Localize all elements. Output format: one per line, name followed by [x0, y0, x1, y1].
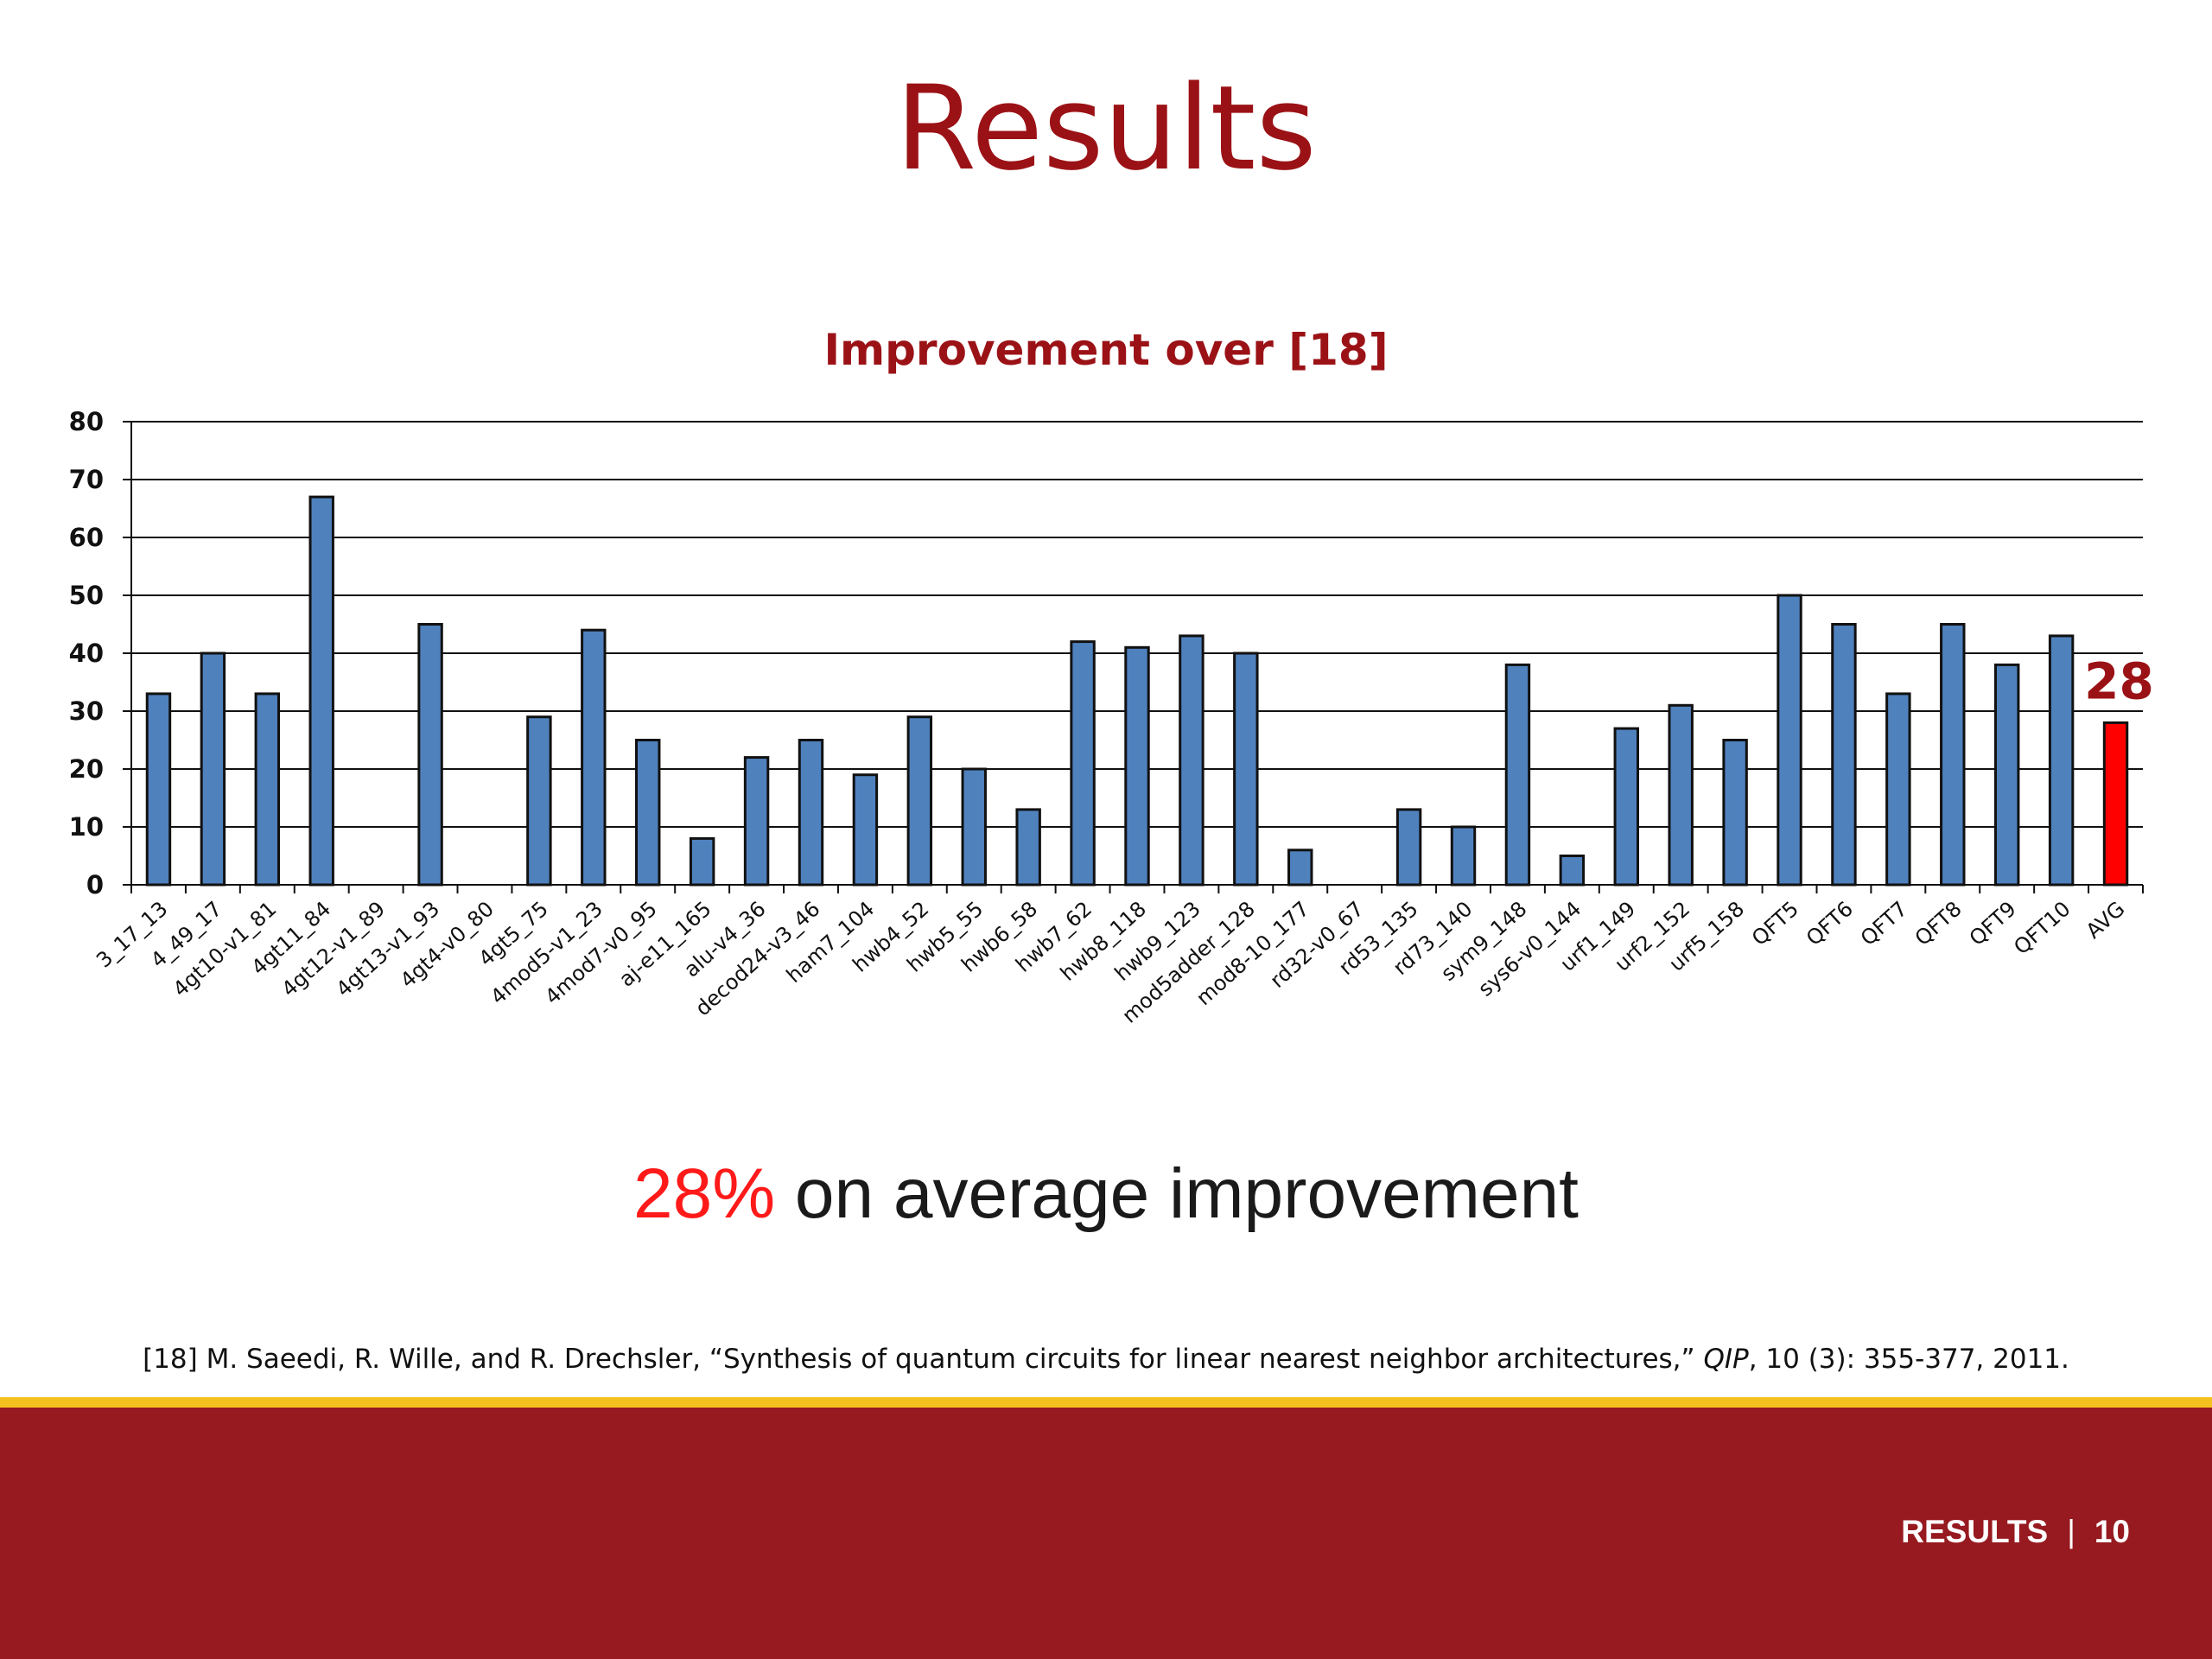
- bar: [1831, 623, 1857, 887]
- bar: [1015, 808, 1041, 887]
- bar: [689, 836, 715, 887]
- bar: [635, 739, 661, 887]
- bar: [308, 495, 334, 887]
- bar: [906, 715, 933, 887]
- y-axis-ticks: 0 10 20 30 40 50 60 70 80: [69, 407, 131, 899]
- x-axis-ticks: 3_17_134_49_174gt10-v1_814gt11_844gt12-v…: [92, 897, 2129, 1028]
- footer-label: RESULTS | 10: [1901, 1514, 2130, 1550]
- summary-text: on average improvement: [775, 1154, 1579, 1233]
- y-tick-label: 30: [69, 696, 104, 726]
- reference-authors-title: [18] M. Saeedi, R. Wille, and R. Drechsl…: [143, 1344, 1704, 1375]
- bar: [1722, 739, 1748, 887]
- bar: [526, 715, 552, 887]
- bar: [1559, 855, 1586, 887]
- bar: [1395, 808, 1422, 887]
- y-tick-label: 60: [69, 523, 104, 552]
- footer-section: RESULTS: [1901, 1514, 2049, 1549]
- reference-citation: [18] M. Saeedi, R. Wille, and R. Drechsl…: [0, 1344, 2212, 1375]
- x-tick-label: AVG: [2082, 897, 2130, 944]
- bar: [961, 767, 987, 887]
- y-tick-label: 10: [69, 812, 104, 842]
- y-tick-label: 0: [86, 870, 104, 899]
- chart-bars: [145, 495, 2129, 887]
- bar: [743, 756, 770, 887]
- y-tick-label: 50: [69, 581, 104, 610]
- summary-statement: 28% on average improvement: [0, 1154, 2212, 1235]
- footer-bar: [0, 1408, 2212, 1659]
- bar: [1450, 825, 1477, 887]
- bar: [581, 628, 607, 887]
- bar: [1233, 652, 1259, 887]
- bar: [1124, 645, 1150, 887]
- y-tick-label: 70: [69, 465, 104, 494]
- bar: [2048, 634, 2075, 887]
- bar: [1668, 703, 1694, 887]
- bar: [798, 739, 824, 887]
- slide-title: Results: [895, 60, 1317, 196]
- bar: [1885, 692, 1911, 887]
- y-tick-label: 20: [69, 754, 104, 784]
- x-tick-label: QFT5: [1747, 897, 1803, 950]
- bar: [1993, 663, 2020, 887]
- x-tick-label: QFT6: [1802, 897, 1858, 950]
- x-tick-label: QFT7: [1856, 897, 1912, 950]
- bar-avg: [2102, 721, 2129, 887]
- bar: [1777, 594, 1802, 887]
- y-tick-label: 80: [69, 407, 104, 436]
- bar: [145, 692, 172, 887]
- footer-page-number: 10: [2094, 1514, 2130, 1549]
- footer-separator: |: [2067, 1514, 2075, 1549]
- bar: [1504, 663, 1531, 887]
- bar: [1613, 727, 1639, 887]
- reference-details: , 10 (3): 355-377, 2011.: [1748, 1344, 2069, 1375]
- avg-annotation: 28: [2084, 652, 2154, 710]
- bar: [852, 773, 879, 887]
- x-tick-label: QFT8: [1910, 897, 1967, 950]
- bar: [200, 652, 226, 887]
- bar: [1179, 634, 1205, 887]
- summary-highlight: 28%: [633, 1154, 776, 1233]
- footer-stripe: [0, 1397, 2212, 1408]
- x-tick-label: QFT10: [2009, 897, 2075, 960]
- chart-title: Improvement over [18]: [823, 325, 1388, 375]
- bar: [1070, 640, 1096, 887]
- bar: [417, 623, 443, 887]
- bar: [254, 692, 281, 887]
- improvement-bar-chart: Improvement over [18] 01020304050607080 …: [69, 325, 2154, 1028]
- bar: [1940, 623, 1966, 887]
- reference-journal: QIP: [1703, 1344, 1749, 1375]
- bar: [1287, 849, 1313, 887]
- chart-axes: [130, 422, 2144, 893]
- y-tick-label: 40: [69, 639, 104, 668]
